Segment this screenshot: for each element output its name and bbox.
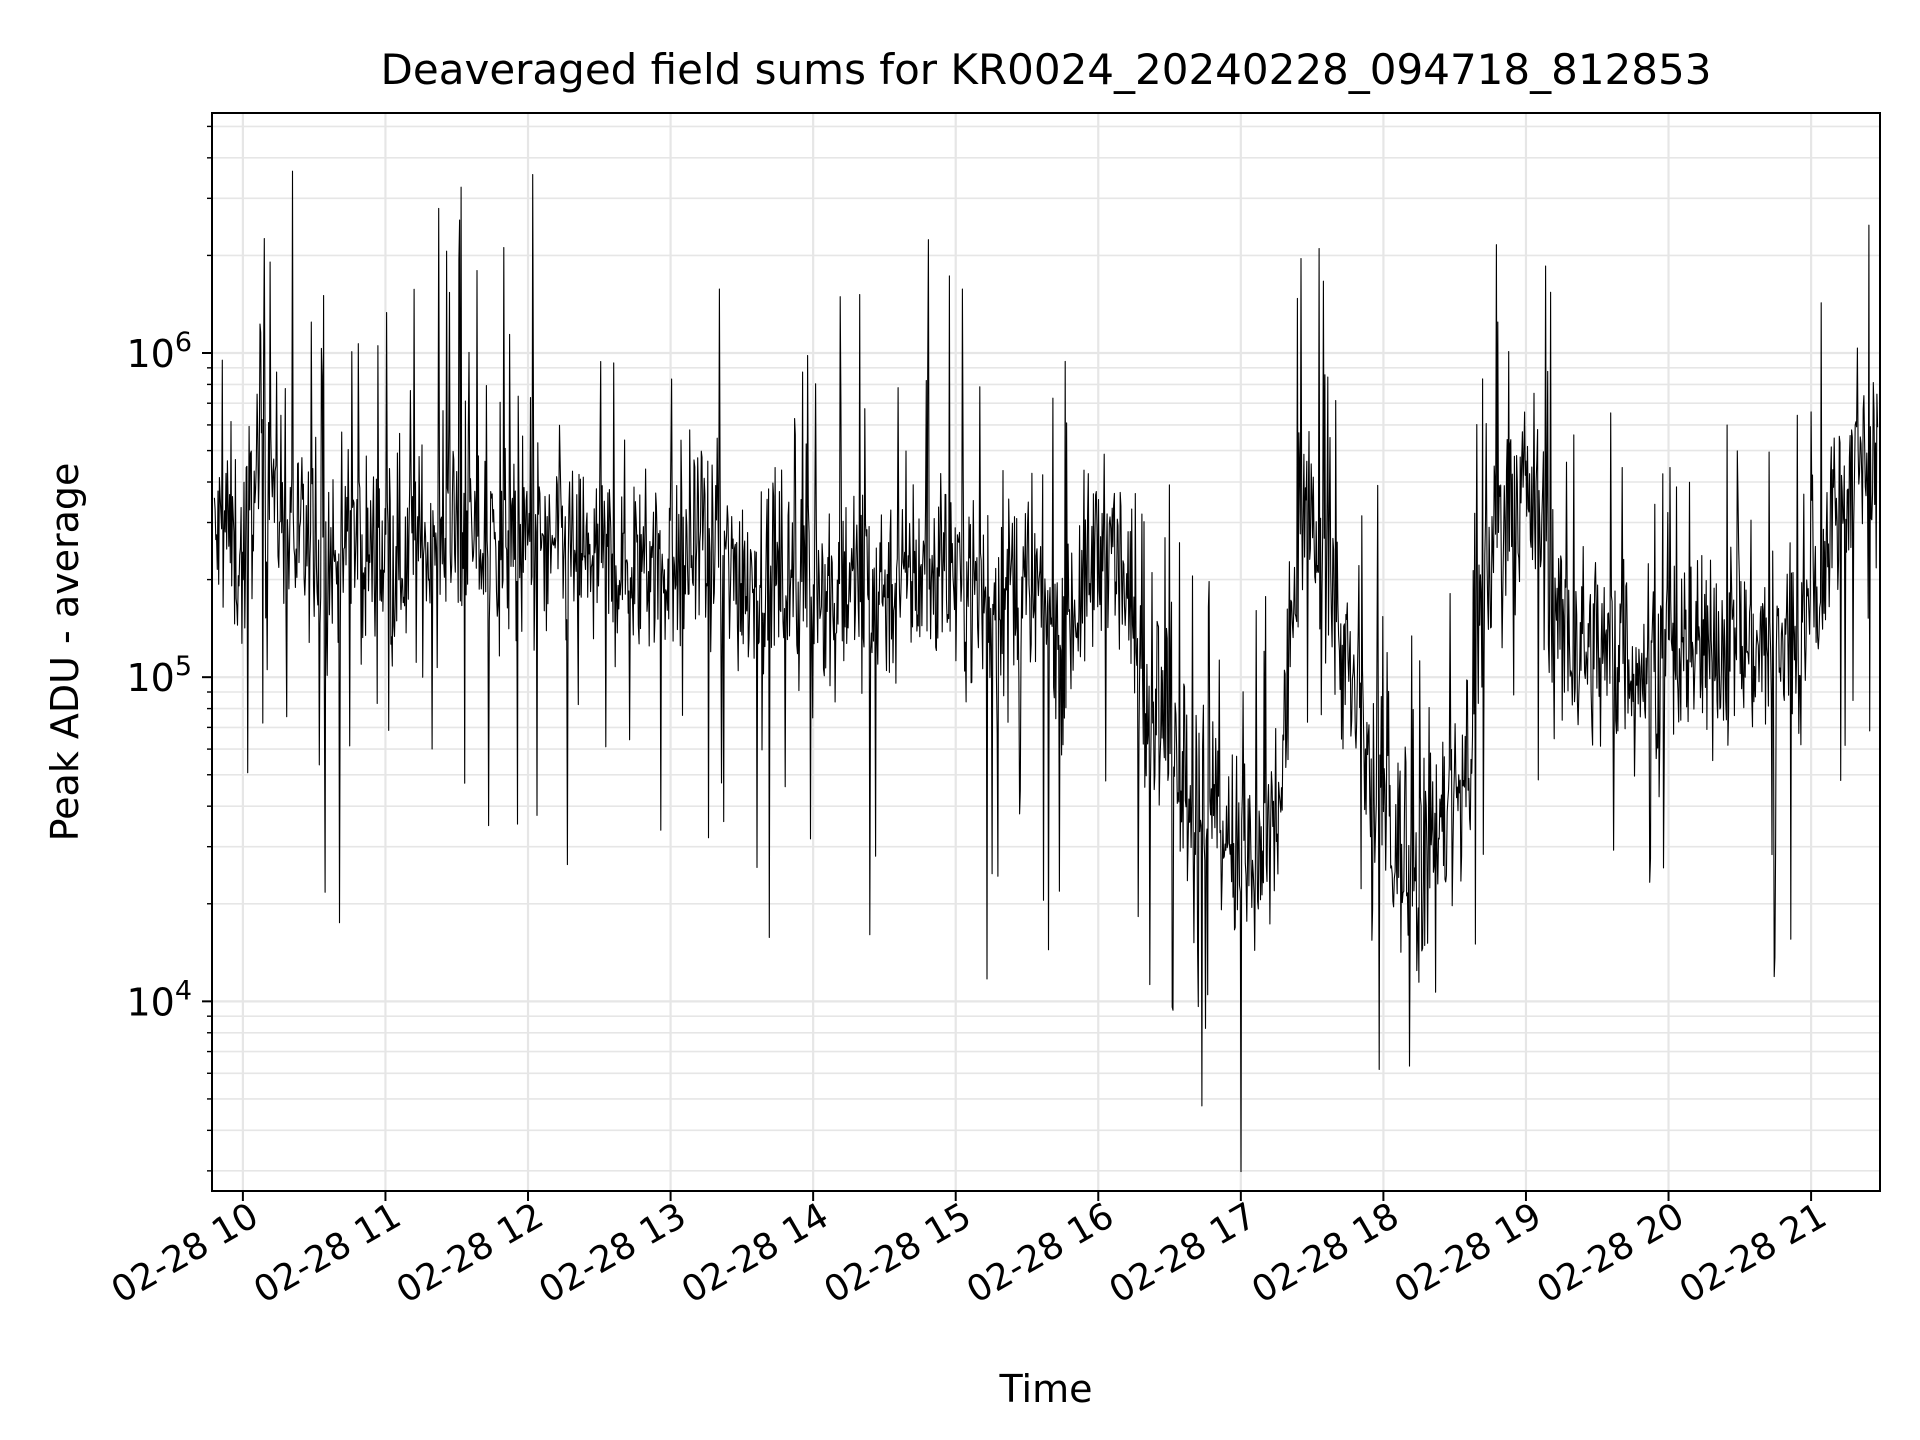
y-tick-label: 105 (126, 651, 192, 700)
x-axis-label: Time (999, 1367, 1093, 1411)
y-tick-label: 106 (126, 327, 192, 376)
plot-frame (211, 112, 1881, 1192)
chart-title: Deaveraged field sums for KR0024_2024022… (381, 45, 1712, 94)
y-axis-ticks: 104 105 106 (126, 125, 212, 1172)
minor-grid-lines (212, 125, 1880, 1172)
series-line (213, 170, 1879, 1173)
y-axis-label: Peak ADU - average (43, 463, 87, 842)
series-layer (213, 170, 1879, 1173)
y-tick-label: 104 (126, 975, 192, 1024)
